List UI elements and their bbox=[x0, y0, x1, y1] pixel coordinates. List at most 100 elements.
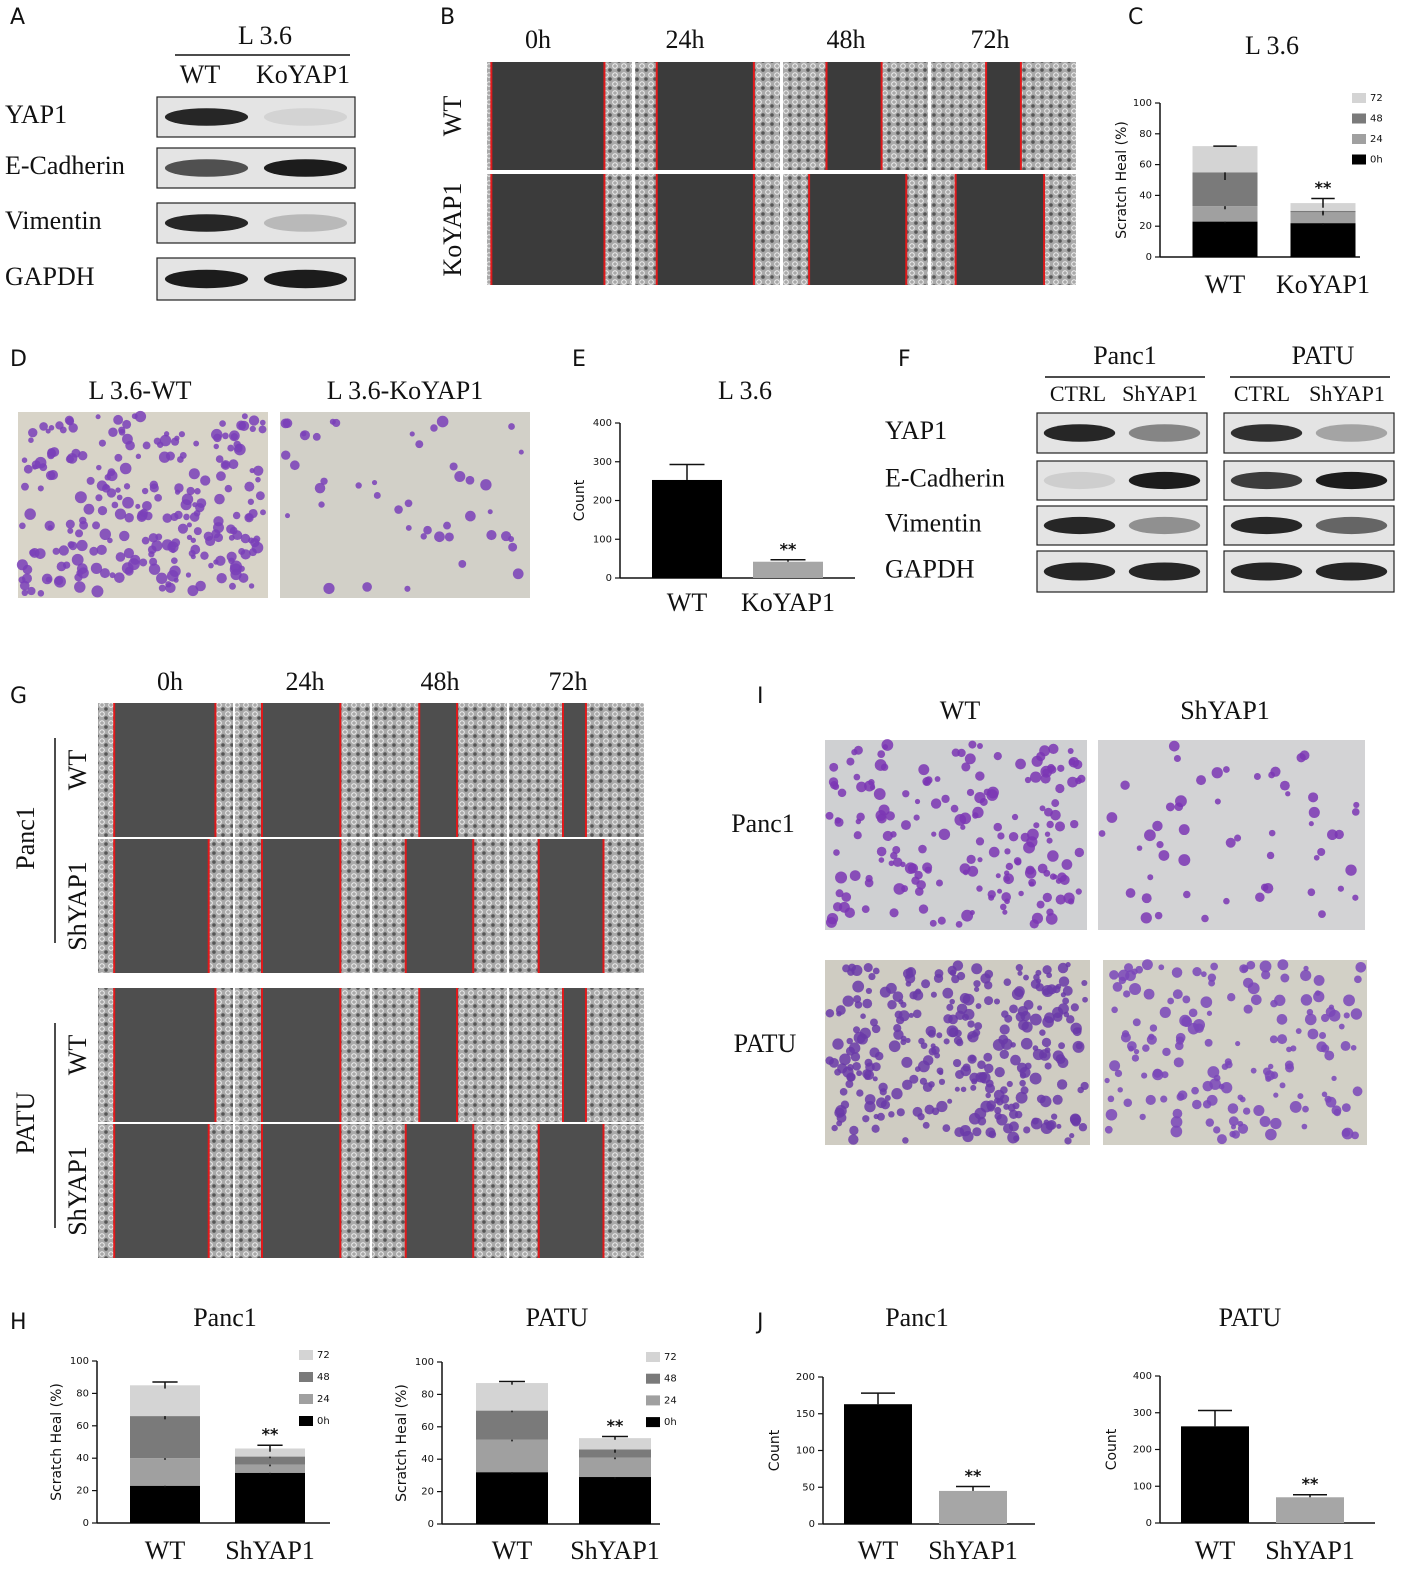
significance: ** bbox=[965, 1466, 982, 1485]
stained-cell bbox=[1042, 892, 1052, 903]
stained-cell bbox=[1250, 994, 1262, 1006]
stained-cell bbox=[880, 1100, 891, 1110]
y-axis-label: Scratch Heal (%) bbox=[394, 1384, 410, 1502]
stained-cell bbox=[508, 542, 518, 552]
stained-cell bbox=[1202, 1080, 1213, 1092]
stained-cell bbox=[1237, 1123, 1249, 1134]
image-label: L 3.6-KoYAP1 bbox=[327, 376, 483, 405]
stained-cell bbox=[1320, 1044, 1330, 1053]
stained-cell bbox=[240, 549, 251, 560]
y-tick-label: 0 bbox=[606, 573, 612, 584]
stained-cell bbox=[371, 479, 378, 486]
stained-cell bbox=[122, 419, 132, 429]
bar-segment bbox=[579, 1457, 651, 1478]
panel-letter: J bbox=[755, 1310, 764, 1335]
stained-cell bbox=[404, 499, 413, 508]
stained-cell bbox=[1159, 1006, 1171, 1018]
x-tick-label: ShYAP1 bbox=[928, 1536, 1018, 1565]
row-label: PATU bbox=[734, 1029, 797, 1058]
stained-cell bbox=[917, 1113, 925, 1121]
stained-cell bbox=[1173, 754, 1181, 763]
stained-cell bbox=[831, 1124, 838, 1132]
stained-cell bbox=[1010, 1054, 1021, 1066]
stained-cell bbox=[75, 529, 84, 538]
stained-cell bbox=[856, 1089, 864, 1097]
wound-gap bbox=[114, 703, 216, 837]
stained-cell bbox=[1065, 962, 1071, 968]
y-tick-label: 80 bbox=[421, 1389, 434, 1400]
y-tick-label: 0 bbox=[1146, 252, 1152, 263]
stained-cell bbox=[1328, 1004, 1335, 1010]
wound-gap bbox=[538, 1124, 604, 1258]
stained-cell bbox=[45, 470, 56, 481]
stained-cell bbox=[1041, 1037, 1052, 1048]
stained-cell bbox=[1343, 1012, 1350, 1019]
stained-cell bbox=[846, 1063, 854, 1071]
stained-cell bbox=[244, 481, 255, 492]
stained-cell bbox=[104, 474, 111, 481]
stained-cell bbox=[914, 1066, 921, 1072]
stained-cell bbox=[1268, 1063, 1274, 1070]
stained-cell bbox=[1270, 1071, 1279, 1079]
stained-cell bbox=[928, 1081, 935, 1088]
stained-cell bbox=[876, 846, 887, 857]
y-tick-label: 40 bbox=[421, 1454, 434, 1465]
x-tick-label: ShYAP1 bbox=[225, 1536, 315, 1565]
stained-cell bbox=[1010, 1042, 1016, 1048]
stained-cell bbox=[1059, 874, 1070, 885]
stained-cell bbox=[122, 433, 133, 445]
stained-cell bbox=[178, 431, 186, 438]
bar-segment bbox=[130, 1416, 200, 1459]
stained-cell bbox=[985, 1083, 995, 1094]
stained-cell bbox=[142, 500, 152, 511]
stained-cell bbox=[1132, 1018, 1141, 1027]
stained-cell bbox=[320, 477, 328, 485]
stained-cell bbox=[215, 455, 224, 463]
stained-cell bbox=[211, 428, 223, 441]
stained-cell bbox=[872, 967, 880, 975]
blot-band bbox=[1315, 424, 1388, 442]
stained-cell bbox=[186, 534, 193, 541]
y-tick-label: 100 bbox=[415, 1357, 434, 1368]
stained-cell bbox=[174, 435, 180, 442]
wound-gap bbox=[491, 174, 605, 285]
stained-cell bbox=[1352, 1086, 1363, 1097]
x-tick-label: ShYAP1 bbox=[1265, 1536, 1355, 1565]
stained-cell bbox=[976, 743, 983, 749]
stained-cell bbox=[213, 559, 219, 565]
stained-cell bbox=[486, 529, 497, 541]
stained-cell bbox=[1158, 964, 1165, 971]
blot-band bbox=[164, 159, 249, 177]
row-label: Panc1 bbox=[731, 809, 795, 838]
stained-cell bbox=[1202, 1100, 1212, 1109]
stained-cell bbox=[881, 739, 894, 751]
stained-cell bbox=[355, 482, 362, 489]
stained-cell bbox=[918, 844, 927, 854]
panel-letter: A bbox=[10, 5, 25, 30]
stained-cell bbox=[904, 862, 917, 874]
group-label: PATU bbox=[1292, 341, 1355, 370]
y-tick-label: 0 bbox=[809, 1519, 815, 1530]
stained-cell bbox=[862, 998, 873, 1009]
stained-cell bbox=[825, 916, 837, 928]
stained-cell bbox=[1340, 1041, 1351, 1051]
stained-cell bbox=[78, 451, 88, 461]
stained-cell bbox=[423, 525, 432, 535]
stained-cell bbox=[871, 1024, 881, 1034]
bar-segment bbox=[1192, 146, 1258, 173]
stained-cell bbox=[1120, 780, 1130, 790]
y-axis-label: Count bbox=[1104, 1428, 1120, 1470]
stained-cell bbox=[1118, 976, 1127, 985]
stained-cell bbox=[1139, 1113, 1146, 1121]
stained-cell bbox=[853, 831, 862, 840]
significance: ** bbox=[780, 539, 797, 558]
lane-label: CTRL bbox=[1050, 381, 1106, 406]
y-tick-label: 100 bbox=[593, 534, 612, 545]
stained-cell bbox=[1055, 894, 1066, 905]
stained-cell bbox=[863, 1069, 875, 1080]
stained-cell bbox=[911, 876, 920, 885]
stained-cell bbox=[836, 1010, 842, 1017]
wound-gap bbox=[656, 174, 754, 285]
stained-cell bbox=[870, 1018, 878, 1027]
stained-cell bbox=[1008, 831, 1019, 842]
